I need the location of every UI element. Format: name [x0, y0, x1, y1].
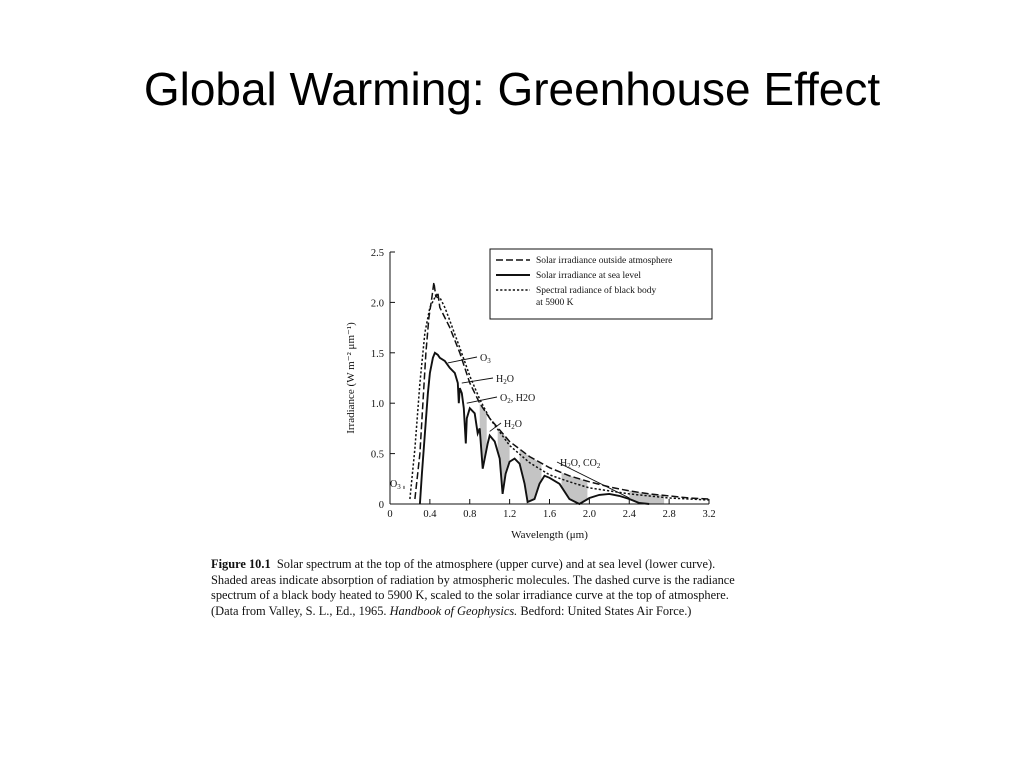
y-tick-label: 0 [379, 500, 384, 511]
y-tick-label: 0.5 [371, 450, 384, 461]
x-axis-label: Wavelength (μm) [511, 529, 588, 541]
annotation-label: H2O, CO2 [560, 458, 601, 470]
x-tick-label: 1.2 [503, 509, 516, 520]
y-tick-label: 1.0 [371, 399, 384, 410]
annotation-label: H2O [496, 374, 514, 386]
x-tick-label: 0.8 [463, 509, 476, 520]
annotation-label: H2O [504, 419, 522, 431]
series-line-1 [414, 282, 710, 500]
legend-label-2: Solar irradiance at sea level [536, 271, 641, 281]
x-tick-label: 0 [387, 509, 392, 520]
legend-label-3: Spectral radiance of black body at 5900 K [536, 285, 657, 308]
y-tick-label: 2.0 [371, 298, 384, 309]
series-line-2 [418, 351, 650, 506]
absorption-band-2 [497, 427, 510, 494]
caption-line-4-end: Bedford: United States Air Force.) [520, 603, 692, 618]
slide-title: Global Warming: Greenhouse Effect [143, 63, 881, 115]
y-axis-label: Irradiance (W m⁻² μm⁻¹) [345, 322, 357, 434]
x-tick-label: 2.4 [623, 509, 637, 520]
series-line-3 [409, 296, 710, 501]
annotation-leader [489, 422, 502, 432]
x-tick-label: 0.4 [423, 509, 437, 520]
annotation-leader [447, 356, 478, 364]
caption-book-title: Handbook of Geophysics. [389, 603, 518, 618]
annotation-leader [556, 461, 630, 499]
annotation-label: O2, H2O [500, 393, 535, 405]
annotation-leader [466, 396, 498, 404]
y-tick-label: 2.5 [371, 248, 384, 259]
x-tick-label: 2.8 [663, 509, 676, 520]
figure-caption: Figure 10.1 Solar spectrum at the top of… [211, 557, 851, 619]
solar-spectrum-chart: 0 0.4 0.8 1.2 1.6 2.0 2.4 2.8 3.2 0 0.5 1.0 1.5 2.0 2.… [345, 248, 716, 541]
annotation-leader [461, 377, 494, 384]
figure-label: Figure 10.1 [211, 557, 271, 571]
x-tick-label: 2.0 [583, 509, 596, 520]
caption-line-2: Shaded areas indicate absorption of radi… [211, 572, 735, 587]
x-tick-label: 3.2 [702, 509, 715, 520]
absorption-band-3 [519, 449, 542, 502]
annotation-label: O3 [390, 479, 401, 491]
caption-line-1: Solar spectrum at the top of the atmosph… [276, 557, 716, 571]
caption-line-4: (Data from Valley, S. L., Ed., 1965. [211, 603, 387, 618]
x-tick-label: 1.6 [543, 509, 556, 520]
annotation-label: O3 [480, 353, 491, 365]
caption-line-3: spectrum of a black body heated to 5900 … [211, 588, 729, 603]
absorption-band-1 [479, 403, 487, 469]
legend-label-1: Solar irradiance outside atmosphere [536, 256, 672, 266]
y-tick-label: 1.5 [371, 349, 384, 360]
